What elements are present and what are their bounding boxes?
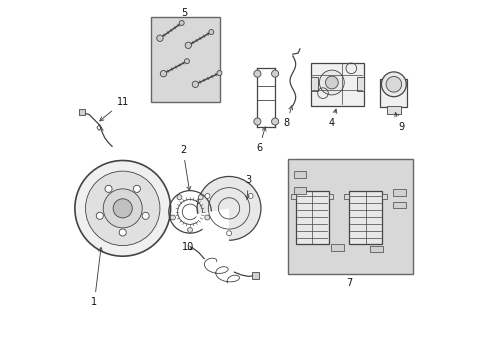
Bar <box>393 202 406 208</box>
Circle shape <box>171 215 175 220</box>
Circle shape <box>254 70 261 77</box>
Text: 7: 7 <box>346 278 353 288</box>
Bar <box>295 191 329 244</box>
Bar <box>393 189 406 195</box>
Circle shape <box>205 215 210 220</box>
Bar <box>344 194 349 199</box>
Bar <box>291 194 295 199</box>
Circle shape <box>188 228 193 233</box>
Circle shape <box>192 81 198 87</box>
Bar <box>382 194 387 199</box>
Circle shape <box>184 59 190 64</box>
Bar <box>294 171 306 178</box>
Text: 1: 1 <box>91 248 102 307</box>
Circle shape <box>271 70 279 77</box>
Bar <box>311 63 364 105</box>
Bar <box>357 77 364 91</box>
Circle shape <box>325 76 338 89</box>
Circle shape <box>381 72 406 97</box>
Circle shape <box>177 195 182 200</box>
Bar <box>329 194 333 199</box>
Circle shape <box>103 189 142 228</box>
Circle shape <box>142 212 149 219</box>
Circle shape <box>271 118 279 125</box>
Circle shape <box>179 21 184 26</box>
Circle shape <box>133 185 141 192</box>
Circle shape <box>113 199 132 218</box>
Circle shape <box>209 30 214 35</box>
Circle shape <box>386 77 402 92</box>
Circle shape <box>96 212 103 219</box>
Bar <box>349 191 382 244</box>
Circle shape <box>254 118 261 125</box>
Text: 8: 8 <box>284 106 293 128</box>
Circle shape <box>205 193 210 198</box>
Circle shape <box>198 195 203 200</box>
Bar <box>151 17 220 102</box>
Circle shape <box>185 42 192 49</box>
Circle shape <box>157 35 163 41</box>
Text: 3: 3 <box>245 175 251 199</box>
Text: 5: 5 <box>182 8 188 18</box>
Bar <box>288 159 414 274</box>
Bar <box>370 246 383 252</box>
Text: 9: 9 <box>395 113 404 132</box>
Text: 2: 2 <box>180 145 191 190</box>
Circle shape <box>248 193 253 198</box>
Circle shape <box>119 229 126 236</box>
Bar <box>79 109 85 116</box>
Text: 11: 11 <box>100 97 129 121</box>
Text: 10: 10 <box>182 242 195 252</box>
Wedge shape <box>196 208 229 242</box>
Circle shape <box>197 176 261 240</box>
Text: 4: 4 <box>329 109 337 128</box>
Circle shape <box>105 185 112 192</box>
Circle shape <box>160 71 167 77</box>
Circle shape <box>217 71 222 76</box>
Circle shape <box>85 171 160 246</box>
Circle shape <box>319 70 344 95</box>
Circle shape <box>75 161 171 256</box>
Bar <box>380 79 407 107</box>
Circle shape <box>226 231 232 236</box>
Text: 6: 6 <box>256 127 266 153</box>
Bar <box>252 272 259 279</box>
Bar <box>387 105 401 114</box>
Bar <box>311 77 318 91</box>
Bar <box>294 188 306 194</box>
Bar <box>331 244 343 251</box>
